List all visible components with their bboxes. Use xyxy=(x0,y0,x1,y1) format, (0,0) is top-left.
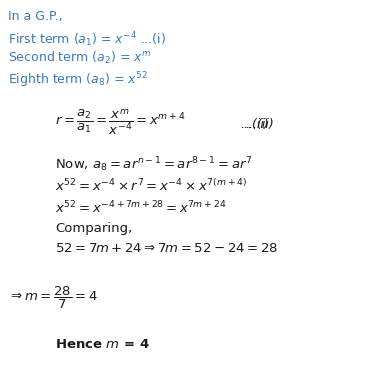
Text: Eighth term ($a_8$) = $x^{52}$: Eighth term ($a_8$) = $x^{52}$ xyxy=(8,70,148,90)
Text: Second term ($a_2$) = $x^m$: Second term ($a_2$) = $x^m$ xyxy=(8,50,151,66)
Text: ...(ii): ...(ii) xyxy=(245,118,274,131)
Text: Now, $a_8 = ar^{n-1} = ar^{8-1} = ar^7$: Now, $a_8 = ar^{n-1} = ar^{8-1} = ar^7$ xyxy=(55,155,252,174)
Text: ...(ii): ...(ii) xyxy=(240,118,269,131)
Text: First term ($a_1$) = $x^{-4}$ ...(i): First term ($a_1$) = $x^{-4}$ ...(i) xyxy=(8,30,166,49)
Text: $52 = 7m + 24 \Rightarrow 7m = 52 - 24 = 28$: $52 = 7m + 24 \Rightarrow 7m = 52 - 24 =… xyxy=(55,242,278,255)
Text: $x^{52} = x^{-4} \times r^7 = x^{-4} \times x^{7(m+4)}$: $x^{52} = x^{-4} \times r^7 = x^{-4} \ti… xyxy=(55,178,247,194)
Text: $x^{52} = x^{-4+7m+28} = x^{7m+24}$: $x^{52} = x^{-4+7m+28} = x^{7m+24}$ xyxy=(55,200,227,217)
Text: $r = \dfrac{a_2}{a_1} = \dfrac{x^m}{x^{-4}} = x^{m+4}$: $r = \dfrac{a_2}{a_1} = \dfrac{x^m}{x^{-… xyxy=(55,108,185,137)
Text: $\Rightarrow m = \dfrac{28}{7} = 4$: $\Rightarrow m = \dfrac{28}{7} = 4$ xyxy=(8,285,98,311)
Text: In a G.P.,: In a G.P., xyxy=(8,10,62,23)
Text: Comparing,: Comparing, xyxy=(55,222,132,235)
Text: Hence $m$ = 4: Hence $m$ = 4 xyxy=(55,338,150,351)
